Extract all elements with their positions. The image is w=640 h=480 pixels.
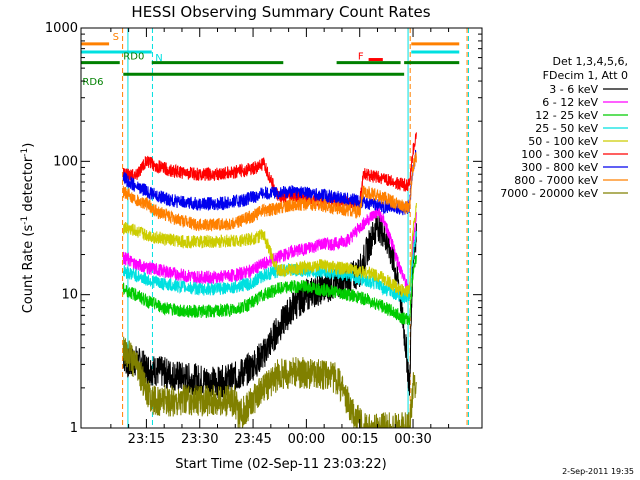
y-label-part2: detector	[21, 156, 36, 216]
series-line-7	[122, 152, 417, 232]
legend-entry-label: 3 - 6 keV	[549, 83, 598, 96]
x-axis-label: Start Time (02-Sep-11 23:03:22)	[175, 457, 386, 472]
y-label-sup1: -1	[20, 216, 30, 225]
series-line-2	[122, 255, 417, 326]
x-tick-label: 23:15	[128, 432, 165, 447]
legend-entry-label: 300 - 800 keV	[521, 161, 598, 174]
legend-entry-label: 7000 - 20000 keV	[500, 187, 598, 200]
x-tick-label: 00:15	[341, 432, 378, 447]
series-line-6	[122, 149, 417, 216]
legend-entry-label: 25 - 50 keV	[535, 122, 598, 135]
flag-label-n: N	[155, 53, 162, 64]
y-label-part1: Count Rate (s	[21, 225, 36, 314]
y-tick-label: 10	[61, 288, 78, 303]
legend-entry-label: 12 - 25 keV	[535, 109, 598, 122]
legend-entry-label: 50 - 100 keV	[528, 135, 598, 148]
x-tick-label: 00:00	[288, 432, 325, 447]
plot-clip-group: S N RD0 RD6 F	[81, 28, 469, 428]
data-layer: S N RD0 RD6 F	[81, 28, 469, 428]
legend-entry-label: 800 - 7000 keV	[514, 174, 598, 187]
flag-label-s: S	[113, 32, 119, 43]
legend-header-line2: FDecim 1, Att 0	[543, 69, 628, 82]
y-tick-label: 1	[70, 421, 78, 436]
x-tick-label: 23:45	[234, 432, 271, 447]
legend-entry-label: 6 - 12 keV	[542, 96, 598, 109]
flag-label-rd0: RD0	[123, 52, 144, 63]
legend-header-line1: Det 1,3,4,5,6,	[552, 55, 628, 68]
series-line-4	[122, 202, 417, 298]
flag-label-rd6: RD6	[82, 77, 103, 88]
footer-timestamp: 2-Sep-2011 19:35	[562, 467, 634, 476]
y-label-sup2: -1	[20, 148, 30, 157]
y-label-part3: )	[21, 143, 36, 148]
y-tick-label: 100	[53, 154, 78, 169]
flag-label-f: F	[358, 52, 364, 63]
y-axis-label: Count Rate (s-1 detector-1)	[20, 143, 36, 314]
series-line-1	[122, 206, 417, 300]
x-tick-label: 00:30	[394, 432, 431, 447]
legend-entry-label: 100 - 300 keV	[521, 148, 598, 161]
axis-layer: 23:15 23:30 23:45 00:00 00:15 00:30 1 10 100 1000	[45, 21, 482, 447]
y-tick-label: 1000	[45, 21, 78, 36]
series-line-3	[122, 230, 417, 304]
legend: Det 1,3,4,5,6, FDecim 1, Att 0 3 - 6 keV…	[500, 55, 628, 200]
series-line-5	[122, 132, 417, 210]
x-tick-label: 23:30	[181, 432, 218, 447]
chart-title: HESSI Observing Summary Count Rates	[131, 3, 430, 21]
plot-frame	[80, 27, 483, 429]
series-line-8	[122, 336, 417, 428]
